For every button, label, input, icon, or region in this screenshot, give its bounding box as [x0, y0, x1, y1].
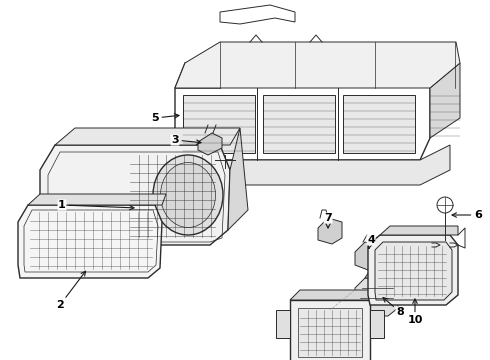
Polygon shape	[175, 63, 430, 160]
Polygon shape	[375, 242, 452, 300]
FancyBboxPatch shape	[298, 308, 362, 357]
Text: 5: 5	[151, 113, 179, 123]
Polygon shape	[40, 145, 230, 245]
Polygon shape	[263, 95, 335, 153]
Polygon shape	[318, 218, 342, 244]
Polygon shape	[18, 205, 162, 278]
Ellipse shape	[439, 241, 451, 249]
Polygon shape	[220, 5, 295, 24]
Polygon shape	[175, 42, 460, 88]
Polygon shape	[343, 95, 415, 153]
Text: 3: 3	[171, 135, 201, 145]
Polygon shape	[355, 278, 398, 316]
Ellipse shape	[161, 162, 216, 228]
FancyBboxPatch shape	[290, 300, 370, 360]
Text: 8: 8	[383, 298, 404, 317]
Polygon shape	[430, 63, 460, 138]
Text: 2: 2	[56, 271, 86, 310]
Ellipse shape	[437, 197, 453, 213]
Polygon shape	[175, 145, 450, 185]
Polygon shape	[380, 226, 458, 235]
Text: 7: 7	[324, 213, 332, 228]
Text: 10: 10	[407, 299, 423, 325]
Polygon shape	[55, 128, 240, 145]
Polygon shape	[365, 270, 398, 278]
Polygon shape	[198, 133, 222, 155]
FancyBboxPatch shape	[370, 310, 384, 338]
Polygon shape	[183, 95, 255, 153]
Ellipse shape	[153, 155, 223, 235]
Polygon shape	[368, 235, 458, 305]
Polygon shape	[355, 242, 380, 270]
FancyBboxPatch shape	[276, 310, 290, 338]
Polygon shape	[228, 128, 248, 230]
Text: 1: 1	[58, 200, 134, 210]
Polygon shape	[28, 194, 166, 205]
Text: 9: 9	[0, 359, 1, 360]
Text: 4: 4	[367, 235, 375, 248]
Polygon shape	[290, 290, 378, 300]
Text: 6: 6	[452, 210, 482, 220]
